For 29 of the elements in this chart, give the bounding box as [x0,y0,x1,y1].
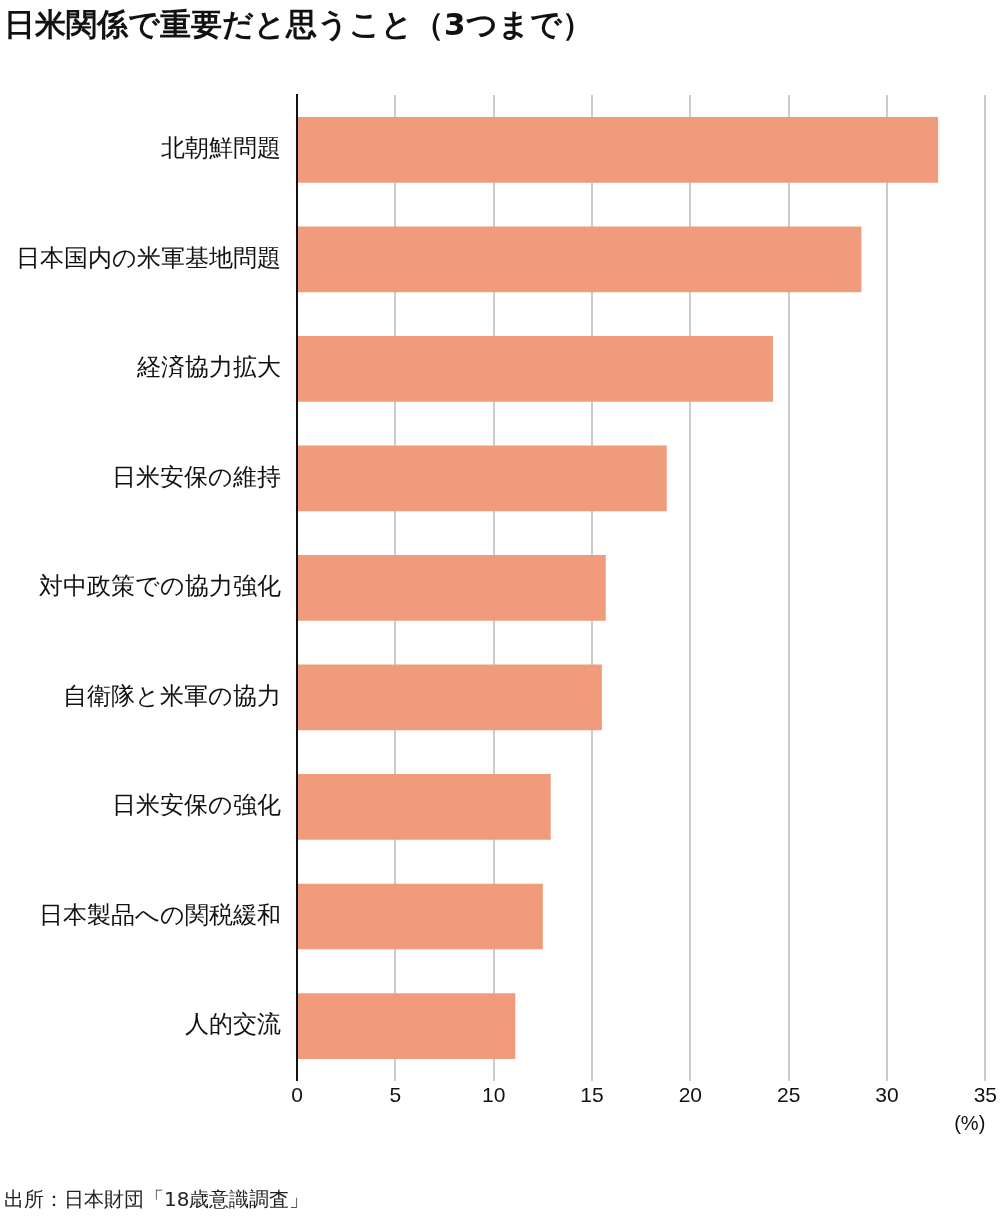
y-tick-label: 北朝鮮問題 [161,134,281,162]
x-tick-label: 0 [291,1083,303,1107]
y-tick-label: 経済協力拡大 [136,353,281,382]
bar [298,664,602,731]
bar [298,445,667,512]
x-axis-title: (%) [954,1111,986,1134]
y-tick-label: 対中政策での協力強化 [39,572,281,601]
x-tick-label: 5 [389,1083,402,1107]
bar [298,226,862,293]
y-tick-label: 人的交流 [185,1010,281,1039]
x-tick-label: 10 [481,1083,506,1107]
x-tick-label: 35 [973,1083,997,1107]
chart-title: 日米関係で重要だと思うこと（3つまで） [4,5,593,44]
y-tick-label: 日米安保の強化 [112,791,281,820]
x-tick-label: 25 [776,1083,801,1107]
x-tick-label: 20 [678,1083,703,1107]
bar [298,335,773,402]
y-tick-label: 日本製品への関税緩和 [39,900,281,929]
y-tick-label: 日米安保の維持 [112,462,281,491]
bar [298,774,551,840]
bar [298,993,516,1059]
bar [298,116,939,183]
y-tick-label: 日本国内の米軍基地問題 [16,243,281,272]
x-tick-label: 30 [875,1083,899,1107]
text: 出所：日本財団「18歳意識調査」 [4,1186,310,1213]
y-tick-label: 自衛隊と米軍の協力 [63,681,281,710]
bar [298,883,543,950]
bar [298,555,606,621]
x-tick-label: 15 [580,1083,604,1107]
